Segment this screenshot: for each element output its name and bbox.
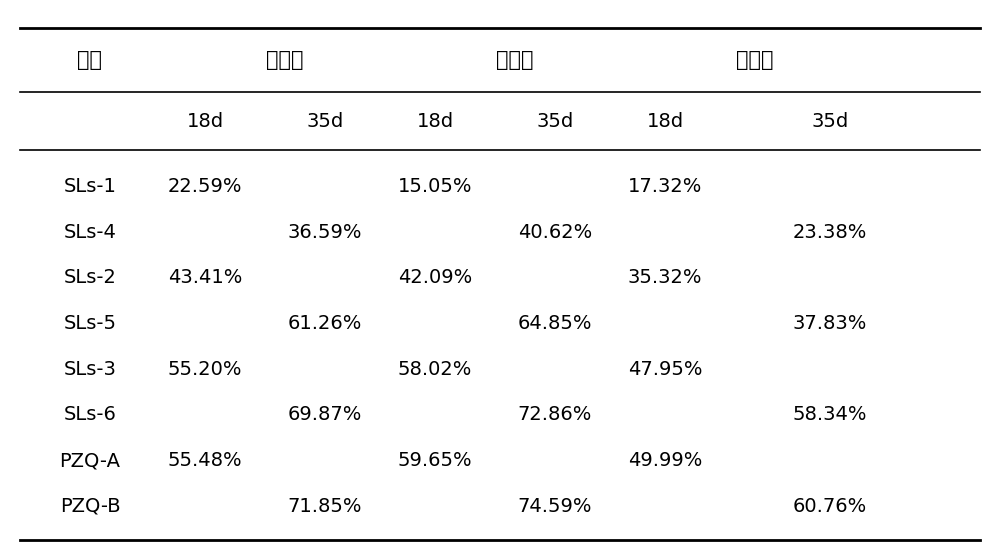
Text: SLs-3: SLs-3	[64, 360, 116, 379]
Text: 58.02%: 58.02%	[398, 360, 472, 379]
Text: 43.41%: 43.41%	[168, 268, 242, 287]
Text: 15.05%: 15.05%	[398, 177, 472, 196]
Text: 17.32%: 17.32%	[628, 177, 702, 196]
Text: 18d: 18d	[646, 112, 684, 131]
Text: 74.59%: 74.59%	[518, 497, 592, 516]
Text: 58.34%: 58.34%	[793, 405, 867, 424]
Text: 40.62%: 40.62%	[518, 223, 592, 242]
Text: 减虫率: 减虫率	[266, 50, 304, 70]
Text: 59.65%: 59.65%	[398, 451, 472, 470]
Text: 47.95%: 47.95%	[628, 360, 702, 379]
Text: SLs-5: SLs-5	[64, 314, 116, 333]
Text: SLs-4: SLs-4	[64, 223, 116, 242]
Text: 37.83%: 37.83%	[793, 314, 867, 333]
Text: 72.86%: 72.86%	[518, 405, 592, 424]
Text: SLs-6: SLs-6	[64, 405, 116, 424]
Text: PZQ-B: PZQ-B	[60, 497, 120, 516]
Text: 71.85%: 71.85%	[288, 497, 362, 516]
Text: 49.99%: 49.99%	[628, 451, 702, 470]
Text: 55.48%: 55.48%	[168, 451, 242, 470]
Text: 组别: 组别	[78, 50, 103, 70]
Text: 18d: 18d	[416, 112, 454, 131]
Text: 减卵率: 减卵率	[736, 50, 774, 70]
Text: 36.59%: 36.59%	[288, 223, 362, 242]
Text: SLs-2: SLs-2	[64, 268, 116, 287]
Text: 60.76%: 60.76%	[793, 497, 867, 516]
Text: 69.87%: 69.87%	[288, 405, 362, 424]
Text: 23.38%: 23.38%	[793, 223, 867, 242]
Text: 61.26%: 61.26%	[288, 314, 362, 333]
Text: 35.32%: 35.32%	[628, 268, 702, 287]
Text: SLs-1: SLs-1	[64, 177, 116, 196]
Text: 35d: 35d	[306, 112, 344, 131]
Text: 18d: 18d	[186, 112, 224, 131]
Text: 55.20%: 55.20%	[168, 360, 242, 379]
Text: 22.59%: 22.59%	[168, 177, 242, 196]
Text: PZQ-A: PZQ-A	[60, 451, 120, 470]
Text: 减雌率: 减雌率	[496, 50, 534, 70]
Text: 64.85%: 64.85%	[518, 314, 592, 333]
Text: 35d: 35d	[811, 112, 849, 131]
Text: 42.09%: 42.09%	[398, 268, 472, 287]
Text: 35d: 35d	[536, 112, 574, 131]
